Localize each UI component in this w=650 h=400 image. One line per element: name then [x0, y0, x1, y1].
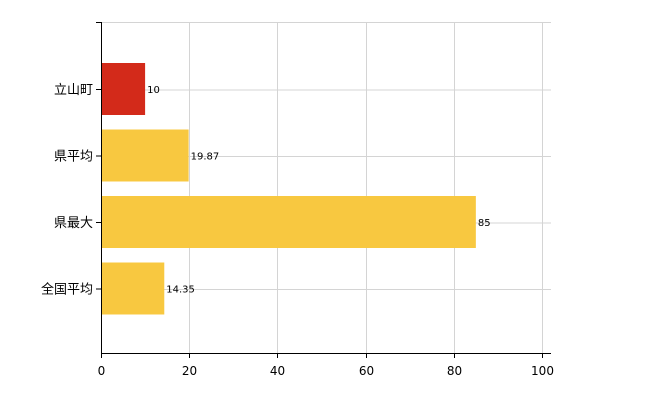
- bar: [102, 63, 146, 115]
- x-tick-label: 0: [98, 364, 106, 378]
- x-tick-label: 20: [182, 364, 197, 378]
- grid-layer: [101, 22, 551, 353]
- value-label: 85: [478, 218, 491, 229]
- x-tick-label: 80: [447, 364, 462, 378]
- value-label: 10: [147, 85, 160, 96]
- axis-layer: [96, 22, 551, 358]
- bar: [102, 196, 476, 248]
- category-label: 県最大: [54, 216, 93, 231]
- labels-layer: 10 立山町 19.87 県平均 85 県最大 14.35 全国平均 0 20 40 60 80 100: [41, 83, 554, 378]
- category-label: 全国平均: [41, 282, 93, 298]
- category-label: 立山町: [54, 83, 93, 98]
- x-tick-label: 40: [270, 364, 285, 378]
- category-label: 県平均: [54, 150, 93, 165]
- x-tick-label: 60: [359, 364, 374, 378]
- value-label: 14.35: [166, 285, 195, 296]
- value-label: 19.87: [191, 152, 220, 163]
- x-tick-label: 100: [531, 364, 554, 378]
- bar: [102, 262, 165, 315]
- bars-layer: [102, 63, 476, 315]
- bar: [102, 129, 189, 182]
